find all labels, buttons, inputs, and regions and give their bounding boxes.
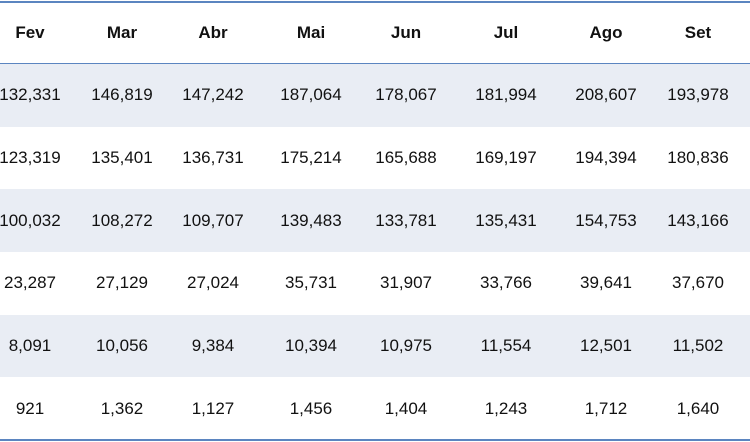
table-cell: 175,214	[280, 148, 342, 168]
table-cell: 1,712	[584, 398, 628, 418]
column-header: Mar	[106, 23, 138, 42]
table-cell: 1,243	[484, 398, 528, 418]
table-cell: 1,456	[289, 398, 333, 418]
table-cell: 35,731	[285, 273, 337, 293]
table-cell: 108,272	[91, 210, 153, 230]
row-band	[0, 189, 750, 253]
top-border	[0, 1, 750, 3]
table-cell: 1,127	[191, 398, 235, 418]
column-header: Jun	[390, 23, 422, 42]
table-cell: 9,384	[191, 336, 235, 356]
table-cell: 109,707	[182, 210, 244, 230]
header-border	[0, 63, 750, 64]
table-cell: 194,394	[575, 148, 637, 168]
table-cell: 146,819	[91, 85, 153, 105]
table-cell: 178,067	[375, 85, 437, 105]
table-cell: 135,431	[475, 210, 537, 230]
table-cell: 139,483	[280, 210, 342, 230]
table-cell: 165,688	[375, 148, 437, 168]
table-cell: 10,056	[96, 336, 148, 356]
table-cell: 100,032	[0, 210, 61, 230]
table-cell: 12,501	[580, 336, 632, 356]
table-cell: 10,975	[380, 336, 432, 356]
table-cell: 147,242	[182, 85, 244, 105]
table-cell: 11,554	[480, 336, 532, 356]
row-band	[0, 314, 750, 378]
table-cell: 27,024	[187, 273, 239, 293]
table-cell: 921	[15, 398, 45, 418]
table-cell: 135,401	[91, 148, 153, 168]
table-cell: 181,994	[475, 85, 537, 105]
table-cell: 123,319	[0, 148, 61, 168]
table-cell: 31,907	[380, 273, 432, 293]
row-band	[0, 64, 750, 127]
table-cell: 143,166	[667, 210, 729, 230]
table-cell: 154,753	[575, 210, 637, 230]
table-cell: 23,287	[4, 273, 56, 293]
table-cell: 37,670	[672, 273, 724, 293]
column-header: Ago	[589, 23, 623, 42]
table-cell: 132,331	[0, 85, 61, 105]
table-cell: 169,197	[475, 148, 537, 168]
table-cell: 8,091	[8, 336, 52, 356]
table-cell: 1,404	[384, 398, 428, 418]
column-header: Jul	[493, 23, 519, 42]
table-cell: 133,781	[375, 210, 437, 230]
column-header: Abr	[198, 23, 228, 42]
table-cell: 136,731	[182, 148, 244, 168]
table-cell: 27,129	[96, 273, 148, 293]
column-header: Set	[684, 23, 712, 42]
table-cell: 39,641	[580, 273, 632, 293]
table-cell: 208,607	[575, 85, 637, 105]
column-header: Fev	[15, 23, 45, 42]
table-cell: 180,836	[667, 148, 729, 168]
bottom-border	[0, 439, 750, 441]
table-cell: 1,640	[676, 398, 720, 418]
table-cell: 193,978	[667, 85, 729, 105]
table-cell: 1,362	[100, 398, 144, 418]
column-header: Mai	[296, 23, 326, 42]
table-cell: 33,766	[480, 273, 532, 293]
table-cell: 10,394	[285, 336, 337, 356]
table-cell: 11,502	[672, 336, 724, 356]
table-cell: 187,064	[280, 85, 342, 105]
